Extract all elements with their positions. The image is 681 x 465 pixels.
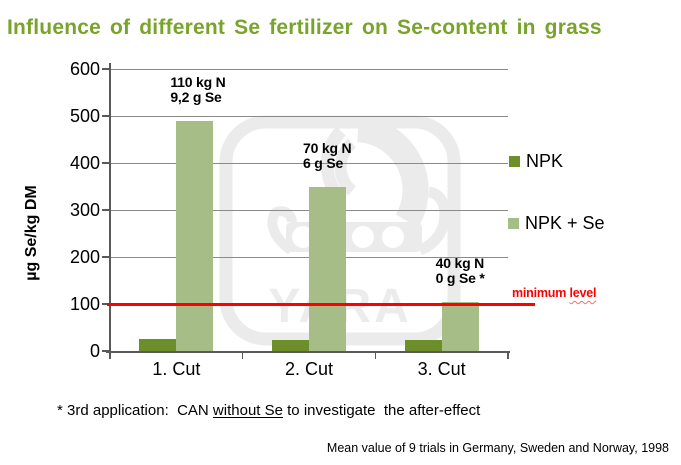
bar-npk-se-3-cut bbox=[441, 301, 479, 351]
footnote: * 3rd application: CAN without Se to inv… bbox=[57, 402, 481, 419]
bar-npk-3-cut bbox=[404, 340, 442, 351]
bar-npk-se-1-cut bbox=[176, 120, 214, 351]
x-axis-line bbox=[106, 351, 510, 353]
y-axis-line bbox=[109, 63, 111, 358]
footnote-underlined: without Se bbox=[212, 402, 283, 419]
bar-npk-1-cut bbox=[139, 339, 177, 351]
bar-npk-2-cut bbox=[272, 340, 309, 351]
legend-swatch-npk bbox=[509, 156, 520, 167]
y-tick-label-600: 600 bbox=[69, 59, 100, 79]
y-tick-mark-200 bbox=[102, 256, 110, 258]
bar-annotation-1-cut: 110 kg N 9,2 g Se bbox=[170, 73, 226, 106]
y-tick-mark-400 bbox=[102, 162, 110, 164]
y-tick-label-100: 100 bbox=[69, 294, 100, 314]
y-tick-label-500: 500 bbox=[69, 106, 100, 126]
y-axis-title: µg Se/kg DM bbox=[23, 185, 40, 281]
chart-title: Influence of different Se fertilizer on … bbox=[7, 16, 602, 39]
gridline-600 bbox=[110, 68, 508, 70]
y-tick-mark-100 bbox=[102, 303, 110, 305]
legend-item-npk-se: NPK + Se bbox=[508, 213, 605, 234]
legend-swatch-npk-se bbox=[508, 218, 519, 229]
minimum-level-label: minimum level bbox=[512, 286, 597, 300]
y-tick-label-200: 200 bbox=[69, 247, 100, 267]
legend-label-npk: NPK bbox=[526, 151, 564, 171]
minimum-level-line bbox=[107, 302, 535, 306]
x-tick-mark-2 bbox=[374, 353, 377, 359]
category-label-2-cut: 2. Cut bbox=[284, 359, 334, 379]
y-tick-label-400: 400 bbox=[69, 153, 100, 173]
x-tick-mark-0 bbox=[109, 353, 111, 359]
legend-item-npk: NPK bbox=[509, 151, 563, 172]
y-tick-mark-600 bbox=[102, 68, 110, 70]
x-tick-mark-1 bbox=[241, 353, 244, 359]
y-tick-label-300: 300 bbox=[69, 200, 100, 220]
legend-label-npk-se: NPK + Se bbox=[525, 213, 605, 233]
y-tick-label-0: 0 bbox=[89, 341, 100, 361]
y-tick-mark-300 bbox=[102, 209, 110, 211]
gridline-500 bbox=[110, 115, 508, 117]
bar-npk-se-2-cut bbox=[309, 186, 346, 351]
y-tick-mark-500 bbox=[102, 115, 110, 117]
category-label-3-cut: 3. Cut bbox=[417, 359, 466, 379]
x-tick-mark-3 bbox=[507, 353, 509, 359]
category-label-1-cut: 1. Cut bbox=[152, 359, 201, 379]
source-note: Mean value of 9 trials in Germany, Swede… bbox=[326, 441, 669, 455]
